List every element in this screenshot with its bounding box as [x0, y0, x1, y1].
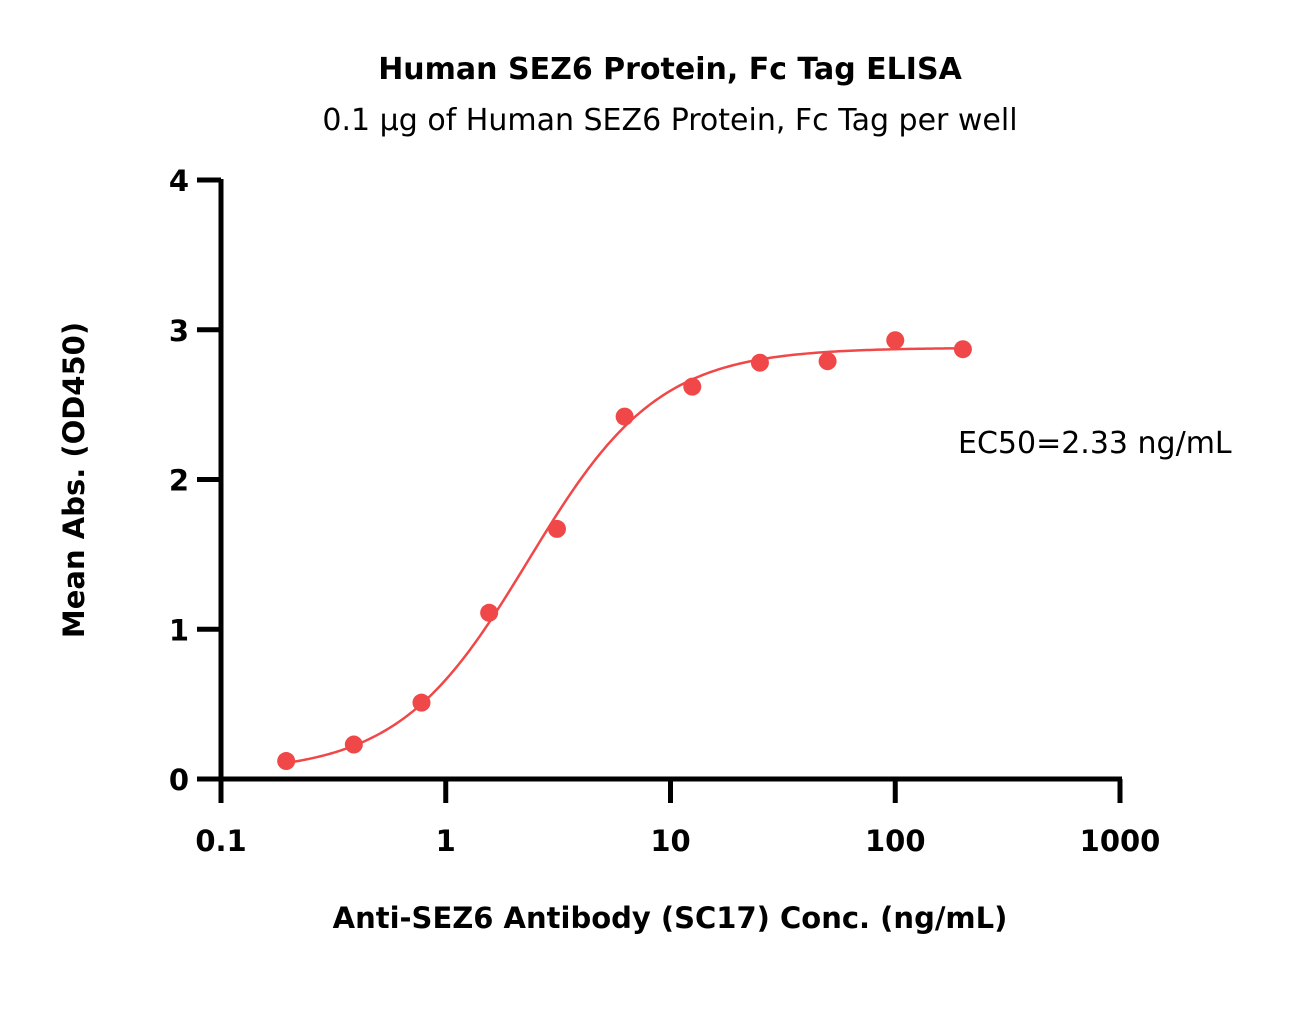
data-point [683, 377, 702, 396]
y-tick-label: 2 [169, 464, 189, 498]
fit-curve [285, 347, 963, 765]
chart-title: Human SEZ6 Protein, Fc Tag ELISA [378, 52, 962, 87]
data-points [277, 331, 972, 771]
ec50-annotation: EC50=2.33 ng/mL [958, 426, 1232, 461]
data-point [412, 693, 431, 712]
data-point [953, 340, 972, 359]
x-tick-label: 1 [436, 824, 456, 858]
x-tick-label: 1000 [1080, 824, 1161, 858]
y-tick-label: 0 [169, 763, 189, 797]
data-point [344, 735, 363, 754]
data-point [547, 519, 566, 538]
y-axis-label: Mean Abs. (OD450) [57, 322, 91, 638]
y-tick-label: 1 [169, 613, 189, 647]
data-point [818, 352, 837, 371]
y-tick-label: 4 [169, 164, 189, 198]
x-axis-label: Anti-SEZ6 Antibody (SC17) Conc. (ng/mL) [333, 901, 1008, 935]
y-tick-label: 3 [169, 314, 189, 348]
axes [218, 179, 1122, 782]
data-point [750, 353, 769, 372]
x-axis-ticks: 0.1 1 10 100 1000 [195, 779, 1160, 858]
x-tick-label: 0.1 [195, 824, 246, 858]
x-tick-label: 100 [865, 824, 926, 858]
data-point [480, 603, 499, 622]
x-tick-label: 10 [650, 824, 690, 858]
data-point [277, 752, 296, 771]
fit-curve-group [285, 347, 963, 765]
y-axis-ticks: 0 1 2 3 4 [169, 164, 221, 797]
data-point [615, 407, 634, 426]
data-point [886, 331, 905, 350]
chart-subtitle: 0.1 µg of Human SEZ6 Protein, Fc Tag per… [322, 103, 1017, 138]
